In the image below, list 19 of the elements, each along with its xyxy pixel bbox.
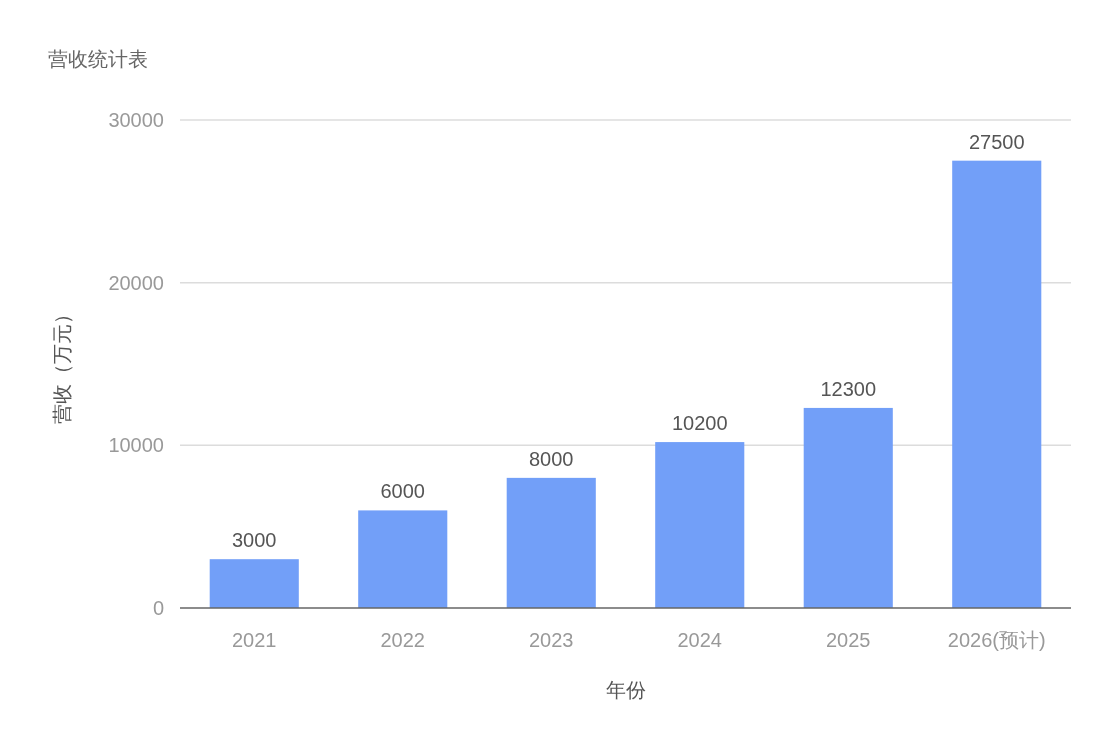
data-label: 10200 xyxy=(671,412,728,435)
x-tick-label: 2024 xyxy=(677,629,722,651)
y-tick-label: 0 xyxy=(152,597,164,619)
data-label: 12300 xyxy=(820,377,877,400)
data-label: 27500 xyxy=(968,130,1025,153)
y-tick-label: 20000 xyxy=(108,271,164,294)
y-tick-label: 30000 xyxy=(108,109,164,131)
x-axis-title: 年份 xyxy=(605,679,646,701)
y-axis-title: 营收（万元） xyxy=(51,304,73,424)
x-tick-label: 2026(预计) xyxy=(947,629,1046,651)
x-tick-label: 2022 xyxy=(380,629,425,651)
x-tick-label: 2023 xyxy=(529,629,574,651)
data-label: 3000 xyxy=(232,529,277,552)
y-tick-label: 10000 xyxy=(108,434,164,457)
chart-title: 营收统计表 xyxy=(48,48,148,70)
x-tick-label: 2021 xyxy=(232,629,277,651)
data-label: 6000 xyxy=(380,480,425,503)
data-label: 8000 xyxy=(529,447,574,470)
x-tick-label: 2025 xyxy=(826,629,871,651)
